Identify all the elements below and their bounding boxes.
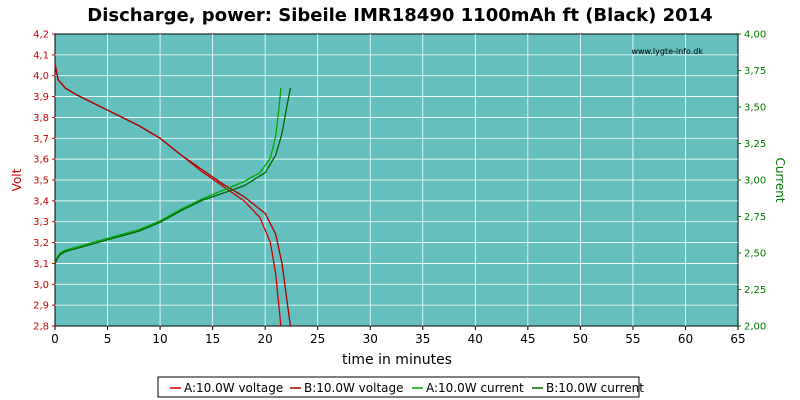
- y-left-tick-label: 3,0: [33, 280, 49, 291]
- x-tick-label: 10: [152, 332, 167, 346]
- series-line-2: [54, 87, 282, 264]
- y-left-tick-label: 3,7: [33, 134, 49, 145]
- x-tick-label: 60: [678, 332, 693, 346]
- x-tick-label: 40: [468, 332, 483, 346]
- legend-item: A:10.0W voltage: [184, 381, 283, 395]
- legend-item: B:10.0W voltage: [304, 381, 404, 395]
- y-left-tick-label: 4,0: [33, 71, 49, 82]
- x-tick-label: 50: [573, 332, 588, 346]
- y-right-tick-label: 2,25: [744, 285, 766, 296]
- y-right-tick-label: 2,00: [744, 322, 766, 333]
- y-right-tick-label: 3,75: [744, 66, 766, 77]
- axis-ticks: 0 5 10 15 20 25 30 35 40 45 50 55 60 65 2,8 2,9 3,0 3,1 3,…: [33, 30, 766, 347]
- x-tick-label: 0: [51, 332, 59, 346]
- x-tick-label: 55: [625, 332, 640, 346]
- y-left-tick-label: 2,9: [33, 301, 49, 312]
- y-left-tick-label: 3,2: [33, 238, 49, 249]
- legend: A:10.0W voltage B:10.0W voltage A:10.0W cu…: [157, 376, 644, 398]
- y-right-tick-label: 3,25: [744, 139, 766, 150]
- legend-item: B:10.0W current: [546, 381, 644, 395]
- x-tick-label: 45: [520, 332, 535, 346]
- x-tick-label: 65: [730, 332, 745, 346]
- series-line-1: [54, 65, 292, 327]
- x-tick-label: 25: [310, 332, 325, 346]
- y-left-tick-label: 3,1: [33, 259, 49, 270]
- x-tick-label: 30: [363, 332, 378, 346]
- x-tick-label: 15: [205, 332, 220, 346]
- x-tick-label: 35: [415, 332, 430, 346]
- grid-lines: [55, 34, 738, 326]
- chart-title: Discharge, power: Sibeile IMR18490 1100m…: [87, 5, 712, 26]
- y-left-tick-label: 3,6: [33, 155, 49, 166]
- y-right-tick-label: 3,50: [744, 103, 766, 114]
- x-tick-label: 5: [104, 332, 112, 346]
- y-left-tick-label: 3,9: [33, 92, 49, 103]
- y-left-tick-label: 3,8: [33, 113, 49, 124]
- x-tick-label: 20: [258, 332, 273, 346]
- y-left-tick-label: 3,3: [33, 217, 49, 228]
- y-left-axis-label: Volt: [10, 168, 24, 191]
- legend-box: [157, 376, 640, 398]
- y-left-tick-label: 4,2: [33, 30, 49, 41]
- y-left-tick-label: 2,8: [33, 322, 49, 333]
- y-right-tick-label: 4,00: [744, 30, 766, 41]
- y-right-tick-label: 2,75: [744, 212, 766, 223]
- y-right-tick-label: 3,00: [744, 176, 766, 187]
- y-left-tick-label: 3,4: [33, 196, 49, 207]
- y-right-tick-label: 2,50: [744, 249, 766, 260]
- series-line-3: [54, 87, 292, 265]
- legend-item: A:10.0W current: [426, 381, 524, 395]
- x-axis-label: time in minutes: [342, 352, 452, 368]
- y-right-axis-label: Current: [773, 157, 787, 202]
- y-left-tick-label: 4,1: [33, 50, 49, 61]
- series-lines: [54, 63, 292, 327]
- y-left-tick-label: 3,5: [33, 176, 49, 187]
- watermark: www.lygte-info.dk: [631, 47, 703, 56]
